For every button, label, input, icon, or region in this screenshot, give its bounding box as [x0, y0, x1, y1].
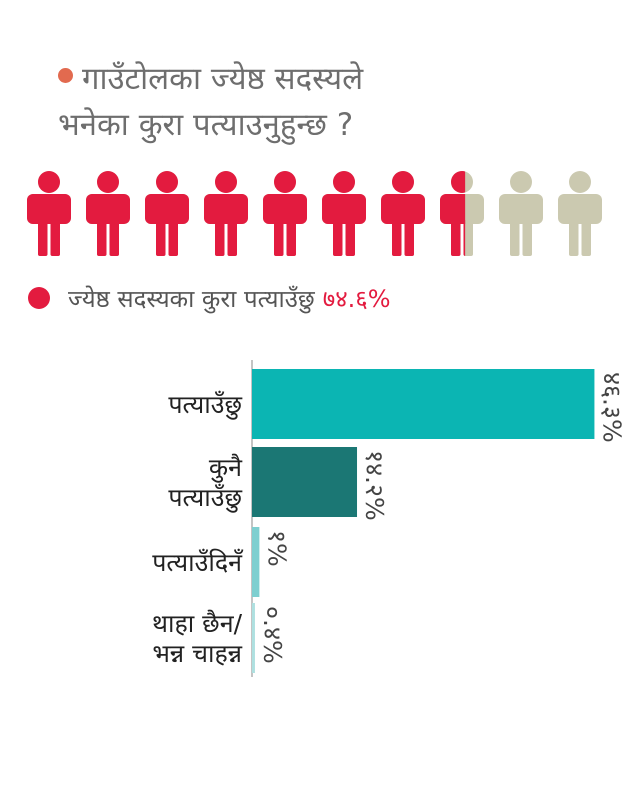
- title-line-2: भनेका कुरा पत्याउनुहुन्छ ?: [58, 107, 354, 143]
- category-label-1: पत्याउँछु: [168, 390, 242, 420]
- category-label-3: पत्याउँदिनँ: [152, 548, 244, 577]
- person-icon-10: [558, 171, 602, 256]
- person-icon-filled-4: [204, 171, 248, 256]
- value-label-3: १%: [262, 530, 291, 567]
- legend-value: ७४.६%: [322, 284, 391, 313]
- legend-label: ज्येष्ठ सदस्यका कुरा पत्याउँछु: [68, 284, 315, 313]
- category-label-4: थाहा छैन/भन्न चाहन्न: [152, 609, 243, 668]
- value-label-1: ४६.३%: [597, 372, 626, 443]
- title-line-1-text: गाउँटोलका ज्येष्ठ सदस्यले: [82, 61, 364, 97]
- bar-2: [252, 447, 358, 517]
- bar-chart: पत्याउँछु ४६.३% कुनै पत्याउँछु १४.२% पत्याउँद…: [152, 360, 626, 677]
- person-icon-filled-5: [263, 171, 307, 256]
- people-pictogram: [27, 171, 602, 256]
- chart-title: गाउँटोलका ज्येष्ठ सदस्यले भनेका कुरा पत्…: [58, 56, 618, 148]
- person-icon-filled-7: [381, 171, 425, 256]
- title-bullet-icon: [58, 68, 73, 83]
- title-line-1: गाउँटोलका ज्येष्ठ सदस्यले: [58, 56, 618, 102]
- person-icon-filled-3: [145, 171, 189, 256]
- value-label-4: ०.४%: [258, 606, 287, 664]
- person-icon-9: [499, 171, 543, 256]
- bar-4: [252, 603, 255, 673]
- person-icon-filled-2: [86, 171, 130, 256]
- bar-1: [252, 369, 595, 439]
- value-label-2: १४.२%: [360, 450, 389, 521]
- person-icon-filled-1: [27, 171, 71, 256]
- legend-dot-icon: [28, 287, 50, 309]
- legend: ज्येष्ठ सदस्यका कुरा पत्याउँछु ७४.६%: [28, 282, 391, 314]
- category-label-2: कुनै पत्याउँछु: [168, 453, 243, 513]
- bar-3: [252, 527, 260, 597]
- person-icon-filled-6: [322, 171, 366, 256]
